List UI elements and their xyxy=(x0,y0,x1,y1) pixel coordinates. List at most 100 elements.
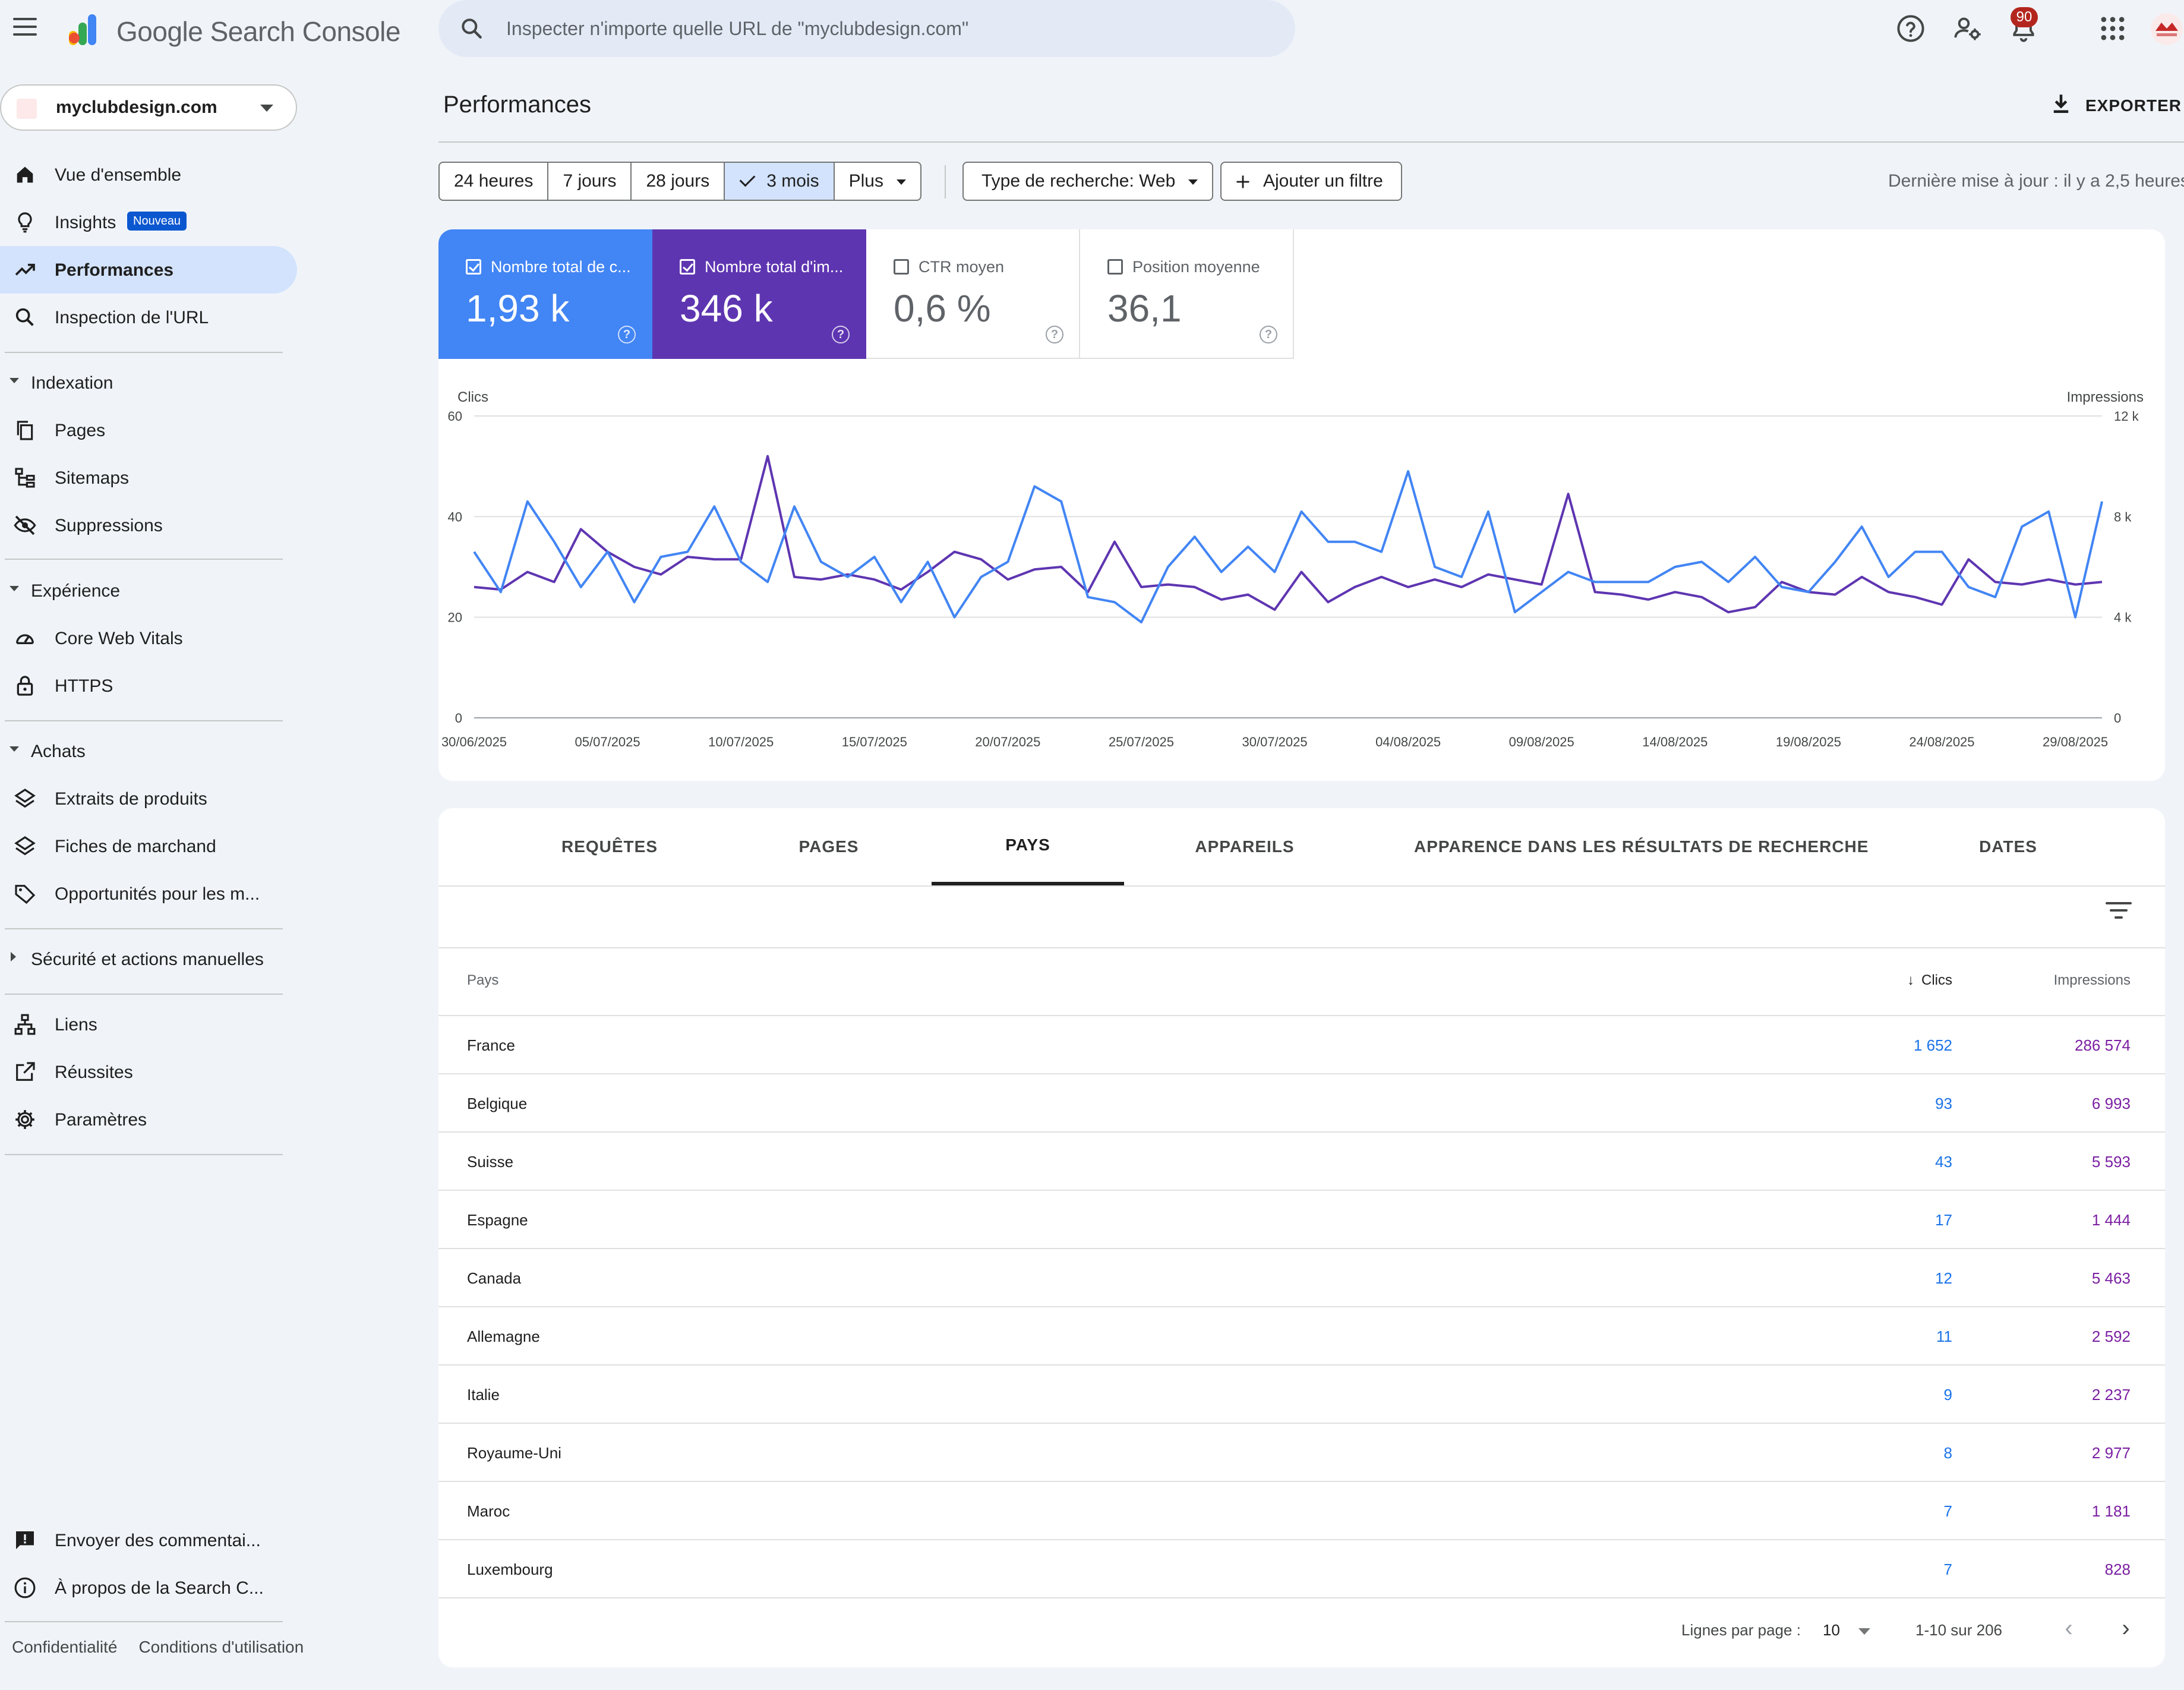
metric-checkbox[interactable] xyxy=(894,259,909,275)
range-chip-3m[interactable]: 3 mois xyxy=(725,163,835,200)
metric-checkbox[interactable] xyxy=(1107,259,1123,275)
country-cell: Maroc xyxy=(467,1502,510,1520)
rows-per-page-select[interactable]: 10 xyxy=(1823,1621,1840,1639)
row-divider xyxy=(438,1248,2165,1249)
sidebar-item-core-web-vitals[interactable]: Core Web Vitals xyxy=(0,614,297,662)
help-icon[interactable] xyxy=(1895,13,1926,44)
impressions-cell: 2 977 xyxy=(2091,1444,2131,1462)
next-page-icon[interactable]: › xyxy=(2122,1615,2130,1641)
sidebar-item-overview[interactable]: Vue d'ensemble xyxy=(0,151,297,198)
sidebar-item-insights[interactable]: Insights Nouveau xyxy=(0,198,297,246)
tab-search-appearance[interactable]: APPARENCE DANS LES RÉSULTATS DE RECHERCH… xyxy=(1414,837,1869,856)
apps-grid-icon[interactable] xyxy=(2097,13,2128,44)
sidebar-item-shopping-opportunities[interactable]: Opportunités pour les m... xyxy=(0,870,297,917)
sidebar-item-label: HTTPS xyxy=(55,676,113,696)
property-selector[interactable]: myclubdesign.com xyxy=(0,84,297,131)
sidebar-item-performance[interactable]: Performances xyxy=(0,246,297,294)
impressions-cell: 2 237 xyxy=(2091,1386,2131,1404)
sidebar-item-about[interactable]: À propos de la Search C... xyxy=(0,1564,297,1612)
property-name: myclubdesign.com xyxy=(56,97,217,117)
caret-down-icon xyxy=(10,378,19,383)
speedometer-icon xyxy=(16,634,34,644)
metric-card-clicks[interactable]: Nombre total de c... 1,93 k ? xyxy=(438,229,652,359)
metric-label: Position moyenne xyxy=(1132,258,1260,276)
arrow-down-icon: ↓ xyxy=(1907,972,1914,988)
sidebar-item-url-inspection[interactable]: Inspection de l'URL xyxy=(0,294,297,341)
clicks-cell: 1 652 xyxy=(1913,1036,1952,1054)
column-header-impressions[interactable]: Impressions xyxy=(2053,972,2131,988)
section-shopping[interactable]: Achats xyxy=(0,733,285,769)
range-chip-more[interactable]: Plus xyxy=(835,163,920,200)
clicks-cell: 8 xyxy=(1943,1444,1952,1462)
metric-card-position[interactable]: Position moyenne 36,1 ? xyxy=(1080,229,1294,359)
performance-line-chart: Clics Impressions 0 0 20 4 k 40 8 k 60 12 k 30/… xyxy=(441,389,2144,749)
row-divider xyxy=(438,1539,2165,1540)
country-cell: Suisse xyxy=(467,1153,514,1171)
column-header-clicks[interactable]: ↓ Clics xyxy=(1896,972,1952,989)
x-tick-label: 10/07/2025 xyxy=(708,734,774,749)
tab-devices[interactable]: APPAREILS xyxy=(1195,837,1295,856)
sidebar-item-merchant-listings[interactable]: Fiches de marchand xyxy=(0,822,297,870)
range-chip-24h[interactable]: 24 heures xyxy=(440,163,549,200)
tab-pages[interactable]: PAGES xyxy=(799,837,859,856)
sidebar-item-links[interactable]: Liens xyxy=(0,1001,297,1048)
section-security[interactable]: Sécurité et actions manuelles xyxy=(0,941,285,977)
sitemap-icon xyxy=(15,468,35,488)
section-indexation[interactable]: Indexation xyxy=(0,365,285,401)
sidebar-item-settings[interactable]: Paramètres xyxy=(0,1096,297,1143)
sidebar-item-product-snippets[interactable]: Extraits de produits xyxy=(0,775,297,822)
column-header-country[interactable]: Pays xyxy=(467,972,499,988)
metric-checkbox[interactable] xyxy=(466,259,481,275)
tab-countries[interactable]: PAYS xyxy=(932,808,1124,885)
tab-queries[interactable]: REQUÊTES xyxy=(561,837,658,856)
search-type-filter[interactable]: Type de recherche: Web xyxy=(962,162,1214,201)
sidebar-item-https[interactable]: HTTPS xyxy=(0,662,297,710)
help-icon[interactable]: ? xyxy=(1046,326,1063,343)
range-chip-7d[interactable]: 7 jours xyxy=(548,163,632,200)
open-external-icon xyxy=(16,1062,35,1081)
feedback-icon xyxy=(16,1531,34,1549)
export-label: EXPORTER xyxy=(2085,96,2182,115)
title-divider xyxy=(438,141,2184,143)
privacy-link[interactable]: Confidentialité xyxy=(12,1638,118,1656)
sidebar-item-pages[interactable]: Pages xyxy=(0,406,297,454)
help-icon[interactable]: ? xyxy=(832,326,850,343)
country-cell: Allemagne xyxy=(467,1328,540,1345)
y-tick-label-left: 60 xyxy=(448,409,462,424)
range-chip-28d[interactable]: 28 jours xyxy=(632,163,725,200)
terms-link[interactable]: Conditions d'utilisation xyxy=(138,1638,304,1656)
filter-rows-icon[interactable] xyxy=(2106,902,2132,926)
manage-users-icon[interactable] xyxy=(1952,13,1983,44)
y-tick-label-right: 0 xyxy=(2114,711,2121,726)
prev-page-icon[interactable]: ‹ xyxy=(2065,1615,2073,1641)
sidebar-item-sitemaps[interactable]: Sitemaps xyxy=(0,454,297,502)
range-chip-label: Plus xyxy=(848,171,883,191)
add-filter-label: Ajouter un filtre xyxy=(1263,171,1383,191)
sidebar-item-label: Inspection de l'URL xyxy=(55,308,209,327)
chevron-down-icon[interactable] xyxy=(1858,1628,1870,1635)
add-filter-button[interactable]: Ajouter un filtre xyxy=(1220,162,1402,201)
url-inspection-search[interactable]: Inspecter n'importe quelle URL de "myclu… xyxy=(438,0,1295,57)
sidebar-item-label: Vue d'ensemble xyxy=(55,165,182,185)
metric-label: Nombre total de c... xyxy=(491,258,631,276)
x-tick-label: 15/07/2025 xyxy=(842,734,907,749)
metric-checkbox[interactable] xyxy=(680,259,695,275)
help-icon[interactable]: ? xyxy=(618,326,636,343)
help-icon[interactable]: ? xyxy=(1260,326,1277,343)
sidebar-item-achievements[interactable]: Réussites xyxy=(0,1048,297,1096)
country-cell: Italie xyxy=(467,1386,500,1404)
section-experience[interactable]: Expérience xyxy=(0,573,285,608)
sidebar-item-feedback[interactable]: Envoyer des commentai... xyxy=(0,1516,297,1564)
metric-card-impressions[interactable]: Nombre total d'im... 346 k ? xyxy=(652,229,866,359)
x-tick-label: 05/07/2025 xyxy=(575,734,640,749)
visibility-off-icon xyxy=(14,515,36,535)
account-avatar[interactable] xyxy=(2151,13,2183,45)
chart-y-ticks: 0 0 20 4 k 40 8 k 60 12 k xyxy=(448,409,2139,726)
metric-card-ctr[interactable]: CTR moyen 0,6 % ? xyxy=(866,229,1080,359)
sidebar-divider xyxy=(5,559,283,560)
tabs-divider xyxy=(438,885,2165,887)
tab-dates[interactable]: DATES xyxy=(1979,837,2037,856)
country-cell: Espagne xyxy=(467,1211,528,1229)
sidebar-item-removals[interactable]: Suppressions xyxy=(0,502,297,549)
main-menu-icon[interactable] xyxy=(13,18,37,39)
